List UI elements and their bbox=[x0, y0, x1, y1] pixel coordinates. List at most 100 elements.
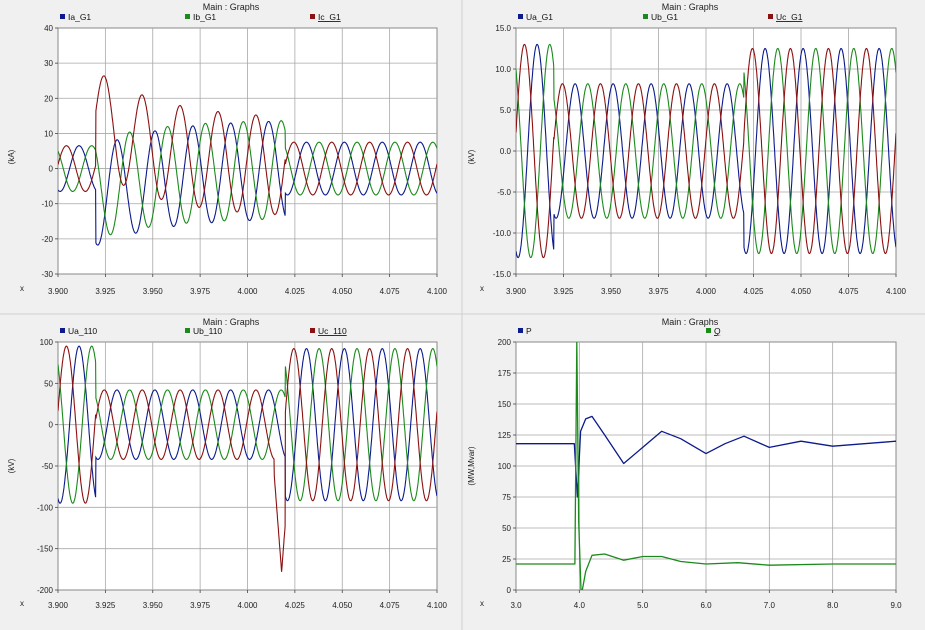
legend-swatch bbox=[60, 14, 65, 19]
x-tick-label: 3.925 bbox=[95, 287, 116, 296]
x-tick-label: 3.925 bbox=[95, 601, 116, 610]
y-tick-label: -100 bbox=[37, 503, 54, 512]
y-axis-label: (MW,Mvar) bbox=[467, 446, 476, 485]
y-tick-label: -30 bbox=[41, 270, 53, 279]
plot-series-group bbox=[58, 345, 437, 572]
y-tick-label: 20 bbox=[44, 94, 53, 103]
y-tick-label: -20 bbox=[41, 235, 53, 244]
y-tick-label: 175 bbox=[498, 369, 512, 378]
x-tick-label: 4.050 bbox=[332, 601, 353, 610]
chart-3: Main : Graphs 3.900 3.925 3.950 3.975 4.000 4.… bbox=[7, 317, 448, 610]
legend-swatch bbox=[185, 14, 190, 19]
chart-title: Main : Graphs bbox=[662, 317, 719, 327]
x-axis-label: x bbox=[480, 599, 484, 608]
y-axis-label: (kV) bbox=[467, 149, 476, 164]
series-line-Ia_G1 bbox=[58, 120, 437, 246]
legend-entry: Ib_G1 bbox=[193, 12, 216, 22]
legend-entry: Ua_G1 bbox=[526, 12, 553, 22]
x-tick-label: 3.975 bbox=[190, 601, 211, 610]
legend-entry: Ub_110 bbox=[193, 326, 222, 336]
y-tick-label: -15.0 bbox=[493, 270, 512, 279]
y-tick-label: 0 bbox=[49, 165, 54, 174]
series-line-Ub_110 bbox=[58, 345, 437, 504]
y-axis-label: (kV) bbox=[7, 458, 16, 473]
x-tick-label: 4.000 bbox=[237, 601, 258, 610]
y-tick-label: -5.0 bbox=[497, 188, 511, 197]
y-tick-label: 10.0 bbox=[495, 65, 511, 74]
y-tick-label: -200 bbox=[37, 586, 54, 595]
legend-swatch bbox=[310, 328, 315, 333]
y-axis-label: (kA) bbox=[7, 149, 16, 164]
y-tick-label: 10 bbox=[44, 129, 53, 138]
y-tick-label: 125 bbox=[498, 431, 512, 440]
x-tick-label: 4.075 bbox=[838, 287, 859, 296]
series-line-Ua_G1 bbox=[516, 43, 896, 259]
y-tick-label: 30 bbox=[44, 59, 53, 68]
x-tick-label: 4.100 bbox=[427, 287, 448, 296]
legend-entry: Uc_110 bbox=[318, 326, 347, 336]
legend-entry: Q bbox=[714, 326, 721, 336]
y-tick-label: 0 bbox=[507, 586, 512, 595]
legend-entry: Ia_G1 bbox=[68, 12, 91, 22]
x-tick-label: 3.925 bbox=[553, 287, 574, 296]
x-tick-label: 3.900 bbox=[48, 601, 69, 610]
series-line-P bbox=[516, 415, 896, 498]
x-tick-label: 3.950 bbox=[143, 601, 164, 610]
legend-entry: Ua_110 bbox=[68, 326, 97, 336]
x-tick-label: 4.050 bbox=[791, 287, 812, 296]
x-tick-label: 4.075 bbox=[380, 601, 401, 610]
y-tick-label: 50 bbox=[44, 379, 53, 388]
chart-title: Main : Graphs bbox=[203, 317, 260, 327]
x-tick-label: 4.025 bbox=[285, 287, 306, 296]
x-tick-label: 4.100 bbox=[427, 601, 448, 610]
series-line-Uc_G1 bbox=[516, 43, 896, 259]
chart-2: Main : Graphs 3.900 3.925 3.950 3.975 4.000 4.… bbox=[467, 2, 907, 296]
series-line-Uc_110 bbox=[58, 345, 437, 572]
y-tick-label: -150 bbox=[37, 545, 54, 554]
chart-4: Main : Graphs 3.0 4.0 5.0 6.0 7.0 8.0 9.0 0 25 50 7… bbox=[467, 317, 902, 610]
x-tick-label: 4.000 bbox=[696, 287, 717, 296]
x-tick-label: 8.0 bbox=[827, 601, 839, 610]
series-line-Ub_G1 bbox=[516, 43, 896, 259]
x-tick-label: 4.025 bbox=[285, 601, 306, 610]
plot-series-group bbox=[516, 43, 896, 259]
legend-swatch bbox=[518, 328, 523, 333]
chart-title: Main : Graphs bbox=[662, 2, 719, 12]
legend-swatch bbox=[60, 328, 65, 333]
x-tick-label: 3.900 bbox=[48, 287, 69, 296]
x-tick-label: 5.0 bbox=[637, 601, 649, 610]
x-tick-label: 3.975 bbox=[648, 287, 669, 296]
legend-entry: P bbox=[526, 326, 532, 336]
legend-swatch bbox=[518, 14, 523, 19]
x-axis-label: x bbox=[480, 284, 484, 293]
x-tick-label: 4.0 bbox=[574, 601, 586, 610]
x-tick-label: 4.000 bbox=[237, 287, 258, 296]
plot-series-group bbox=[516, 342, 896, 590]
chart-title: Main : Graphs bbox=[203, 2, 260, 12]
x-tick-label: 3.0 bbox=[510, 601, 522, 610]
series-line-Q bbox=[516, 342, 896, 590]
x-tick-label: 3.950 bbox=[601, 287, 622, 296]
y-tick-label: 40 bbox=[44, 24, 53, 33]
series-line-Ic_G1 bbox=[58, 75, 437, 216]
y-tick-label: 100 bbox=[498, 462, 512, 471]
x-axis-label: x bbox=[20, 599, 24, 608]
x-tick-label: 3.900 bbox=[506, 287, 527, 296]
y-tick-label: 5.0 bbox=[500, 106, 512, 115]
y-tick-label: -10.0 bbox=[493, 229, 512, 238]
x-tick-label: 3.950 bbox=[143, 287, 164, 296]
y-tick-label: 150 bbox=[498, 400, 512, 409]
x-tick-label: 4.050 bbox=[332, 287, 353, 296]
y-tick-label: 0 bbox=[49, 421, 54, 430]
x-tick-label: 3.975 bbox=[190, 287, 211, 296]
legend-swatch bbox=[185, 328, 190, 333]
x-tick-label: 4.100 bbox=[886, 287, 907, 296]
y-tick-label: -10 bbox=[41, 200, 53, 209]
legend-entry: Ic_G1 bbox=[318, 12, 341, 22]
x-axis-label: x bbox=[20, 284, 24, 293]
x-tick-label: 6.0 bbox=[700, 601, 712, 610]
x-tick-label: 4.075 bbox=[380, 287, 401, 296]
series-line-Ua_110 bbox=[58, 345, 437, 504]
series-line-Ib_G1 bbox=[58, 120, 437, 236]
